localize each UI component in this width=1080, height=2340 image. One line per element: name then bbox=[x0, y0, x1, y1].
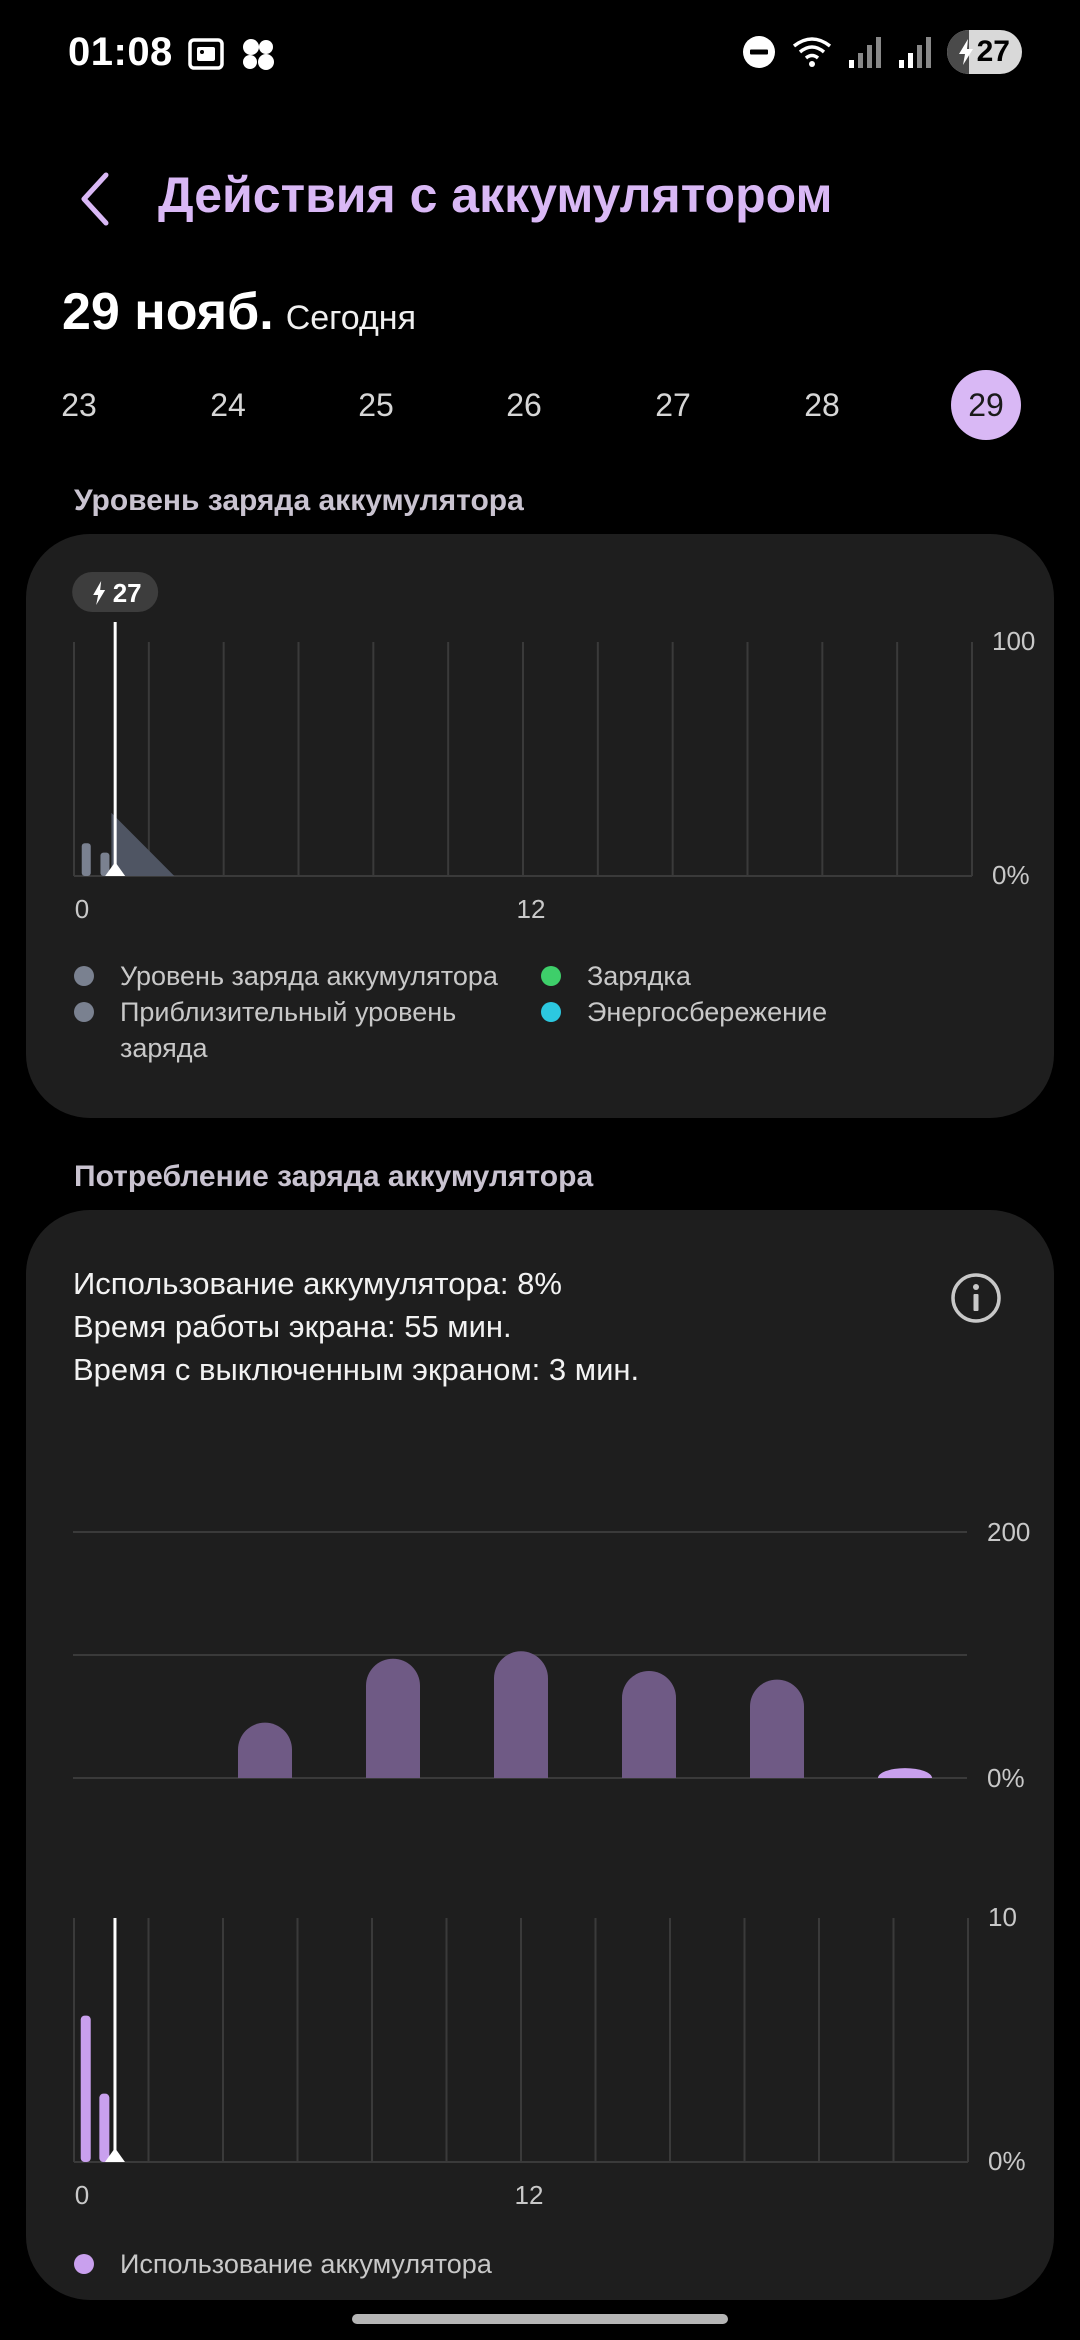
y-tick-label: 10 bbox=[988, 1902, 1017, 1932]
day-28[interactable]: 28 bbox=[804, 386, 840, 423]
level-bar bbox=[81, 843, 91, 876]
badge-bolt-icon bbox=[93, 581, 106, 605]
day-29-selected[interactable]: 29 bbox=[951, 370, 1021, 440]
y-tick-label: 0% bbox=[987, 1763, 1025, 1793]
x-tick-label: 0 bbox=[75, 894, 89, 924]
usage-line-battery: Использование аккумулятора: 8% bbox=[73, 1266, 562, 1301]
hourly-bar bbox=[99, 2093, 110, 2162]
level-bar bbox=[100, 852, 110, 876]
status-bar: 01:08 bbox=[0, 0, 1080, 110]
legend-dot bbox=[74, 966, 94, 986]
x-tick-label: 24 bbox=[249, 1795, 280, 1800]
weekly-bar bbox=[878, 1768, 932, 1778]
day-selector: 23 24 25 26 27 28 29 bbox=[44, 370, 1044, 440]
level-badge-text: 27 bbox=[113, 578, 142, 608]
screenshot-icon bbox=[188, 38, 224, 70]
legend-label: Уровень заряда аккумулятора bbox=[120, 961, 498, 991]
x-tick-label: 12 bbox=[517, 894, 546, 924]
y-tick-label: 100 bbox=[992, 626, 1035, 656]
x-tick-label: 0 bbox=[75, 2180, 89, 2210]
page-title: Действия с аккумулятором bbox=[158, 167, 833, 223]
status-time: 01:08 bbox=[68, 30, 173, 74]
usage-line-screen-on: Время работы экрана: 55 мин. bbox=[73, 1309, 512, 1344]
weekly-bar bbox=[238, 1722, 292, 1778]
day-23[interactable]: 23 bbox=[61, 386, 97, 423]
usage-summary: Использование аккумулятора: 8% Время раб… bbox=[73, 1262, 639, 1391]
do-not-disturb-icon bbox=[742, 36, 775, 68]
wifi-icon bbox=[792, 37, 831, 67]
date-sub: Сегодня bbox=[285, 299, 416, 337]
hourly-usage-chart[interactable]: 10 0% 0 12 bbox=[0, 1900, 1080, 2220]
info-button[interactable] bbox=[950, 1272, 1002, 1324]
weekly-bar bbox=[494, 1651, 548, 1778]
signal-icon bbox=[848, 37, 881, 68]
legend-dot bbox=[74, 2254, 94, 2274]
legend-label: Энергосбережение bbox=[587, 997, 828, 1027]
legend-item-approx: Приблизительный уровень заряда bbox=[74, 994, 474, 1066]
x-tick-label: 27 bbox=[633, 1795, 664, 1800]
usage-line-screen-off: Время с выключенным экраном: 3 мин. bbox=[73, 1352, 640, 1387]
legend-item-usage: Использование аккумулятора bbox=[74, 2246, 492, 2282]
approx-level-area bbox=[111, 812, 175, 876]
day-27[interactable]: 27 bbox=[655, 386, 691, 423]
legend-item-level: Уровень заряда аккумулятора bbox=[74, 958, 498, 994]
day-26[interactable]: 26 bbox=[506, 386, 542, 423]
y-tick-label: 0% bbox=[988, 2146, 1026, 2176]
chevron-left-icon bbox=[81, 172, 109, 226]
weekly-bar bbox=[366, 1658, 420, 1778]
x-tick-label: 23 bbox=[121, 1795, 152, 1800]
weekly-bar bbox=[622, 1670, 676, 1778]
consumption-title: Потребление заряда аккумулятора bbox=[74, 1160, 594, 1193]
x-tick-label: 28 bbox=[761, 1795, 792, 1800]
app-bar: Действия с аккумулятором bbox=[0, 150, 1080, 250]
day-24[interactable]: 24 bbox=[210, 386, 246, 423]
home-indicator[interactable] bbox=[352, 2314, 728, 2324]
x-tick-label: 26 bbox=[505, 1795, 536, 1800]
current-time-marker bbox=[104, 2148, 125, 2162]
weekly-usage-chart[interactable]: 200 0% 23 24 25 26 27 28 29 bbox=[0, 1500, 1080, 1800]
battery-level-card: 100 0% 0 12 27 Уровень заряда аккумулятора З… bbox=[26, 534, 1054, 1118]
battery-level-chart[interactable]: 100 0% 0 12 27 bbox=[26, 564, 1054, 964]
day-25[interactable]: 25 bbox=[358, 386, 394, 423]
y-tick-label: 200 bbox=[987, 1517, 1030, 1547]
level-badge bbox=[72, 572, 159, 612]
battery-level-title: Уровень заряда аккумулятора bbox=[74, 484, 524, 517]
legend-label: Зарядка bbox=[587, 961, 691, 991]
hourly-bar bbox=[80, 2015, 91, 2162]
legend-dot bbox=[541, 1002, 561, 1022]
y-tick-label: 0% bbox=[992, 860, 1030, 890]
current-time-marker bbox=[105, 862, 126, 876]
x-tick-label: 25 bbox=[377, 1795, 408, 1800]
signal-icon bbox=[898, 37, 931, 68]
battery-percent: 27 bbox=[976, 35, 1010, 68]
legend-item-charging: Зарядка bbox=[541, 958, 691, 994]
battery-indicator: 27 bbox=[946, 30, 1022, 74]
date-header: 29 нояб. Сегодня bbox=[62, 282, 416, 342]
info-icon bbox=[951, 1273, 1001, 1323]
x-tick-label: 29 bbox=[889, 1795, 920, 1800]
date-main: 29 нояб. bbox=[62, 283, 274, 341]
app-cluster-icon bbox=[243, 39, 274, 70]
legend-label: Приблизительный уровень заряда bbox=[120, 997, 457, 1063]
legend-item-power-saving: Энергосбережение bbox=[541, 994, 827, 1030]
legend-dot bbox=[541, 966, 561, 986]
legend-dot bbox=[74, 1002, 94, 1022]
weekly-bar bbox=[750, 1679, 804, 1778]
back-button[interactable] bbox=[66, 164, 126, 234]
battery-charging-icon bbox=[958, 39, 973, 65]
legend-label: Использование аккумулятора bbox=[120, 2249, 492, 2279]
x-tick-label: 12 bbox=[515, 2180, 544, 2210]
